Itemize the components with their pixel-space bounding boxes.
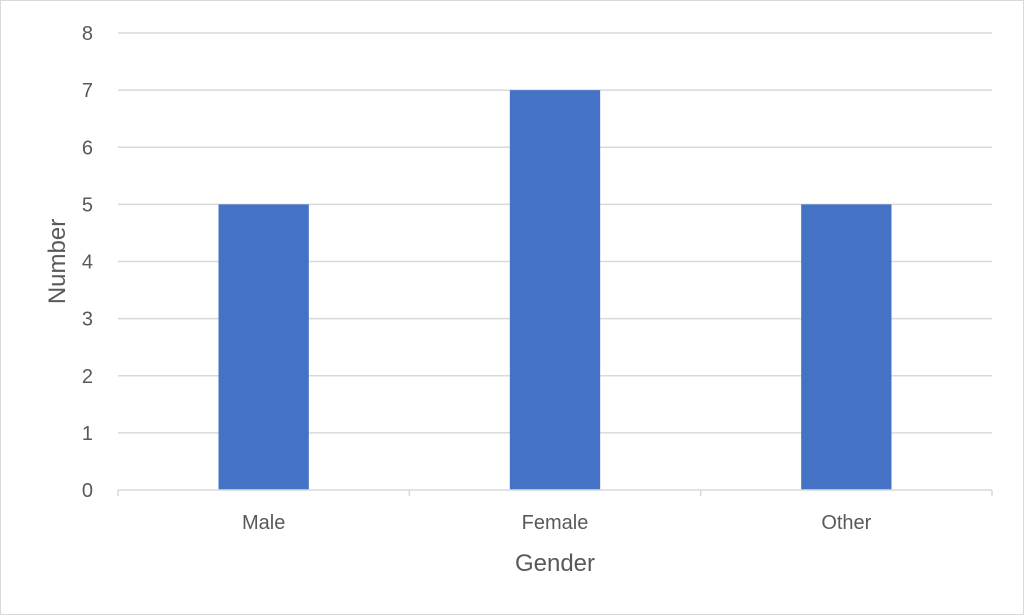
y-tick-label: 5 [82, 194, 93, 216]
bar-other [801, 204, 892, 490]
bar-male [218, 204, 309, 490]
axes [117, 489, 993, 496]
x-tick-label: Other [821, 512, 871, 534]
bars [218, 90, 892, 490]
y-tick-label: 1 [82, 423, 93, 445]
x-tick-label: Female [522, 512, 589, 534]
y-tick-labels: 0 1 2 3 4 5 6 7 8 [82, 23, 93, 502]
y-tick-label: 2 [82, 366, 93, 388]
bar-female [509, 90, 601, 490]
y-tick-label: 8 [82, 23, 93, 45]
y-tick-label: 6 [82, 137, 93, 159]
y-tick-label: 3 [82, 309, 93, 331]
y-tick-label: 7 [82, 80, 93, 102]
x-tick-labels: Male Female Other [242, 512, 872, 534]
y-tick-label: 0 [82, 480, 93, 502]
x-axis-title: Gender [515, 550, 595, 577]
x-tick-label: Male [242, 512, 285, 534]
y-axis-title: Number [44, 219, 71, 304]
y-tick-label: 4 [82, 252, 93, 274]
